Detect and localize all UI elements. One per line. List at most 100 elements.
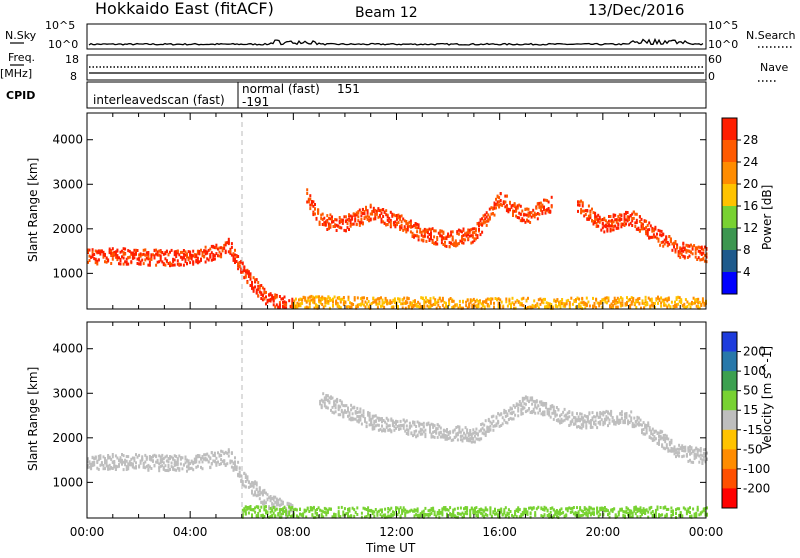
velocity-cell (201, 467, 204, 471)
velocity-cell (662, 506, 665, 510)
power-cell (650, 297, 653, 301)
power-cell (471, 227, 474, 231)
velocity-cell (453, 428, 456, 432)
velocity-cell (661, 444, 664, 448)
power-cell (309, 203, 312, 207)
velocity-cell (323, 404, 326, 408)
velocity-cell (362, 414, 365, 418)
power-cell (688, 244, 691, 248)
velocity-cell (591, 511, 594, 515)
velocity-cell (630, 515, 633, 519)
power-cell (172, 257, 175, 261)
power-cell (94, 249, 97, 253)
power-cell (656, 236, 658, 240)
power-cell (400, 220, 403, 224)
velocity-cell (422, 421, 425, 425)
velocity-cell (217, 451, 219, 455)
velocity-cell (449, 506, 452, 510)
velocity-cell (438, 431, 441, 435)
power-cell (545, 301, 548, 305)
power-cell (488, 207, 491, 211)
velocity-cell (387, 428, 390, 432)
power-cell (441, 303, 444, 307)
velocity-cell (257, 490, 260, 494)
velocity-cell (637, 507, 640, 511)
velocity-cell (173, 454, 176, 458)
power-cell (186, 262, 188, 265)
velocity-cell (580, 426, 583, 430)
power-cell (102, 255, 105, 258)
power-cell (648, 221, 651, 225)
power-cell (621, 297, 624, 301)
power-cell (502, 201, 505, 205)
velocity-cell (628, 512, 631, 516)
velocity-cell (323, 401, 326, 405)
velocity-cell (105, 459, 108, 463)
power-cell (328, 296, 331, 300)
power-cell (660, 301, 663, 305)
power-cell (661, 299, 664, 303)
velocity-cell (634, 420, 637, 423)
velocity-cell (633, 425, 636, 429)
velocity-cell (217, 460, 219, 464)
velocity-cell (351, 416, 354, 420)
velocity-cell (337, 413, 340, 417)
velocity-cell (356, 411, 359, 414)
velocity-cell (630, 416, 633, 420)
velocity-cell (498, 413, 501, 417)
velocity-cell (477, 510, 479, 513)
velocity-cell (699, 511, 702, 515)
power-cell (147, 251, 150, 254)
power-cell (440, 229, 443, 233)
velocity-cell (291, 506, 294, 509)
velocity-cell (368, 414, 371, 418)
power-cell (451, 235, 454, 239)
velocity-cell (654, 514, 657, 518)
power-cell (299, 304, 302, 308)
power-cell (462, 237, 465, 241)
velocity-cell (395, 419, 397, 423)
velocity-cell (91, 464, 94, 467)
velocity-cell (359, 416, 362, 420)
power-cell (674, 241, 677, 245)
velocity-cell (696, 450, 699, 454)
velocity-cell (627, 507, 630, 511)
velocity-cell (580, 417, 583, 421)
velocity-cell (187, 462, 190, 465)
velocity-cell (518, 403, 521, 407)
power-cell (518, 203, 521, 207)
power-cell (412, 305, 415, 308)
power-cell (416, 234, 419, 238)
velocity-cell (227, 449, 230, 453)
velocity-cell (413, 430, 416, 434)
velocity-cell (681, 446, 684, 450)
power-cell (674, 240, 677, 243)
power-cell (694, 255, 697, 259)
velocity-cell (331, 396, 334, 400)
power-cell (457, 242, 460, 246)
velocity-cell (642, 507, 645, 511)
nsky-tick-bottom-left: 10^0 (48, 38, 78, 51)
velocity-cell (466, 506, 469, 510)
power-cell (570, 296, 573, 300)
velocity-cell (391, 510, 394, 514)
power-cell (697, 297, 700, 301)
velocity-cell (319, 399, 322, 403)
velocity-cell (552, 508, 555, 512)
velocity-cell (373, 414, 376, 418)
power-cell (227, 250, 230, 254)
power-cell (601, 298, 604, 302)
velocity-cell (706, 506, 708, 510)
power-cell (612, 300, 615, 304)
velocity-cell (599, 422, 602, 426)
velocity-cell (470, 507, 473, 511)
power-cell (416, 226, 419, 230)
power-cell (402, 217, 405, 221)
power-cell (603, 216, 606, 220)
velocity-cell (401, 511, 404, 515)
power-cell (695, 298, 698, 301)
velocity-cell (413, 423, 416, 427)
velocity-cell (328, 396, 331, 400)
power-cell (700, 258, 703, 262)
velocity-cell (350, 403, 353, 407)
